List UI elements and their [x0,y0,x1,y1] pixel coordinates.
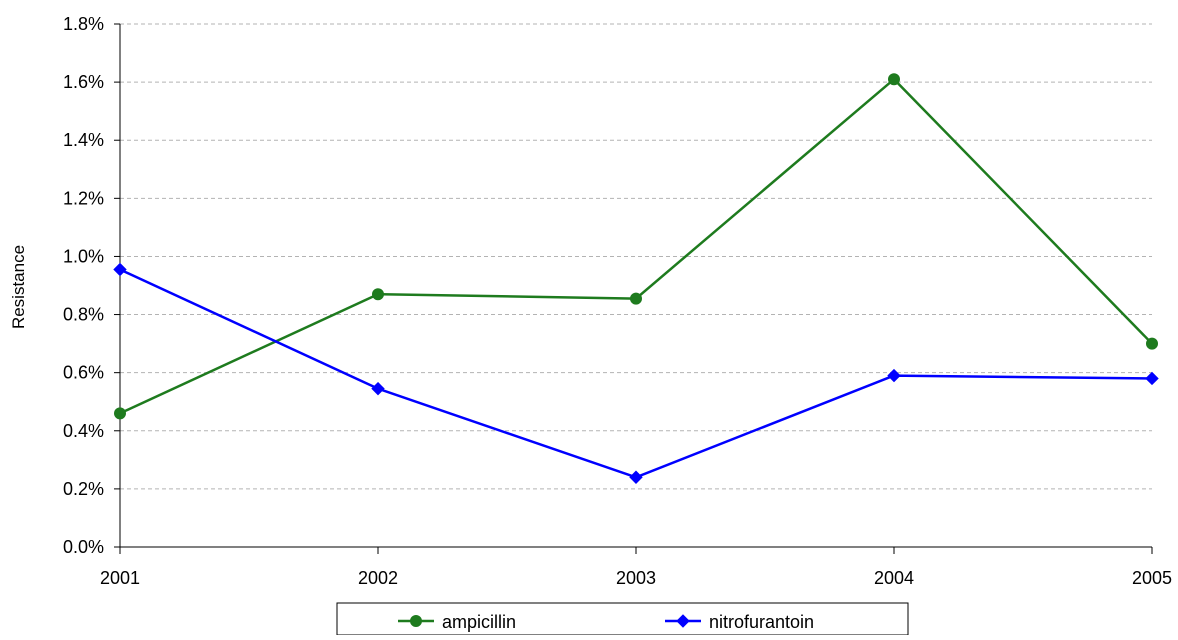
y-tick-label: 1.2% [63,188,104,208]
axes: Resistance 0.0% 0.2% 0.4% 0.6% 0.8% 1.0% 1.2% 1… [9,14,1172,588]
data-point-ampicillin [1146,337,1158,350]
x-tick-label: 2005 [1132,568,1172,588]
data-point-nitrofurantoin [371,381,385,396]
x-tick-label: 2003 [616,568,656,588]
y-axis-title: Resistance [9,245,28,329]
y-tick-label: 0.8% [63,305,104,325]
data-point-nitrofurantoin [887,368,901,383]
data-point-ampicillin [630,292,642,305]
y-tick-label: 0.4% [63,421,104,441]
data-point-ampicillin [114,407,126,420]
legend-box [336,602,909,636]
legend-item-ampicillin: ampicillin [398,612,516,632]
y-tick-label: 0.2% [63,479,104,499]
y-tick-label: 0.6% [63,363,104,383]
y-tick-label: 1.8% [63,14,104,34]
series-ampicillin [114,73,1158,420]
legend-swatch-marker [676,614,690,628]
data-point-nitrofurantoin [1145,371,1159,386]
series-nitrofurantoin [113,262,1159,484]
y-tick-label: 1.0% [63,246,104,266]
y-tick-label: 0.0% [63,537,104,557]
x-tick-label: 2001 [100,568,140,588]
legend-label-nitrofurantoin: nitrofurantoin [709,612,814,632]
x-tick-label: 2004 [874,568,914,588]
data-point-ampicillin [372,288,384,301]
series-layer [113,73,1159,484]
legend: ampicillin nitrofurantoin [336,602,909,636]
gridlines [120,23,1152,490]
data-point-nitrofurantoin [629,470,643,484]
y-tick-label: 1.6% [63,72,104,92]
data-point-ampicillin [888,73,900,86]
x-tick-label: 2002 [358,568,398,588]
y-tick-label: 1.4% [63,130,104,150]
legend-label-ampicillin: ampicillin [442,612,516,632]
legend-swatch-marker [410,615,422,627]
series-line-ampicillin [119,77,1153,415]
data-point-nitrofurantoin [113,262,127,277]
legend-item-nitrofurantoin: nitrofurantoin [665,612,814,632]
